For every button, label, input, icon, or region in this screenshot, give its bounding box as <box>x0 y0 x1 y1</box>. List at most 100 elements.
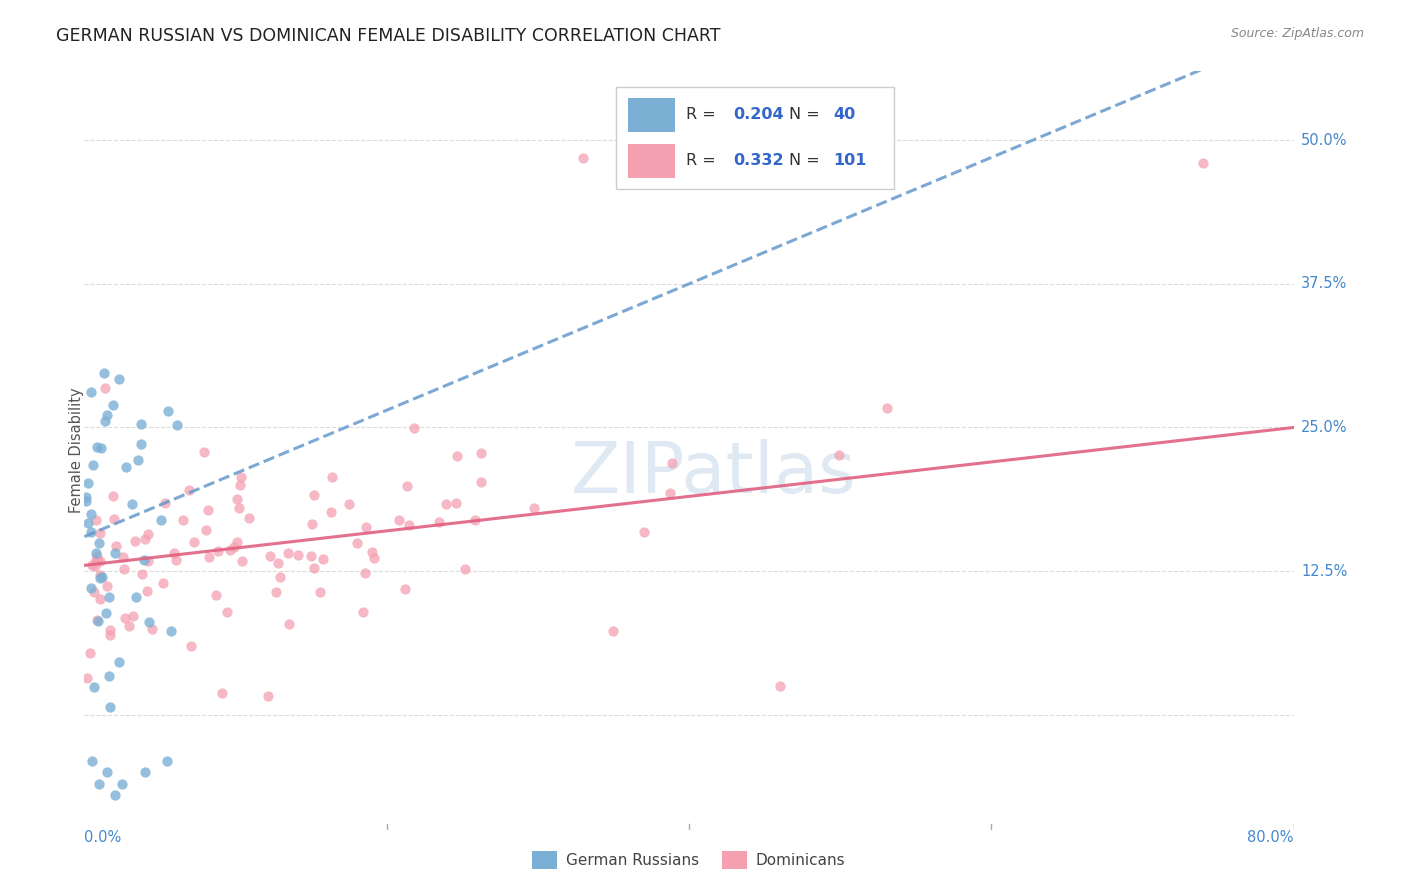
Point <box>321 505 343 519</box>
Point <box>321 469 343 483</box>
Point <box>238 510 260 524</box>
Point <box>89 776 111 790</box>
Point <box>100 623 122 637</box>
Point <box>205 588 228 602</box>
Point <box>259 549 281 563</box>
Point <box>75 493 97 508</box>
Point <box>75 490 97 504</box>
Point <box>658 486 681 500</box>
Point <box>231 470 253 484</box>
Point <box>434 497 457 511</box>
Point <box>89 554 111 568</box>
Point <box>89 591 111 606</box>
Point <box>104 545 127 559</box>
Point <box>76 516 98 530</box>
Point <box>172 513 194 527</box>
Point <box>96 579 118 593</box>
Point <box>89 570 111 584</box>
Point <box>89 567 111 582</box>
Point <box>129 437 152 451</box>
Point <box>427 516 450 530</box>
Point <box>257 689 280 703</box>
Point <box>396 479 419 493</box>
Point <box>87 614 110 628</box>
Point <box>352 605 374 619</box>
Point <box>90 442 112 456</box>
Point <box>217 606 239 620</box>
Point <box>149 513 172 527</box>
Point <box>211 686 233 700</box>
Point <box>602 624 624 639</box>
Point <box>108 655 131 669</box>
Point <box>87 536 110 550</box>
Point <box>299 549 322 563</box>
Text: 80.0%: 80.0% <box>1247 830 1294 845</box>
Point <box>111 550 134 565</box>
Point <box>83 680 105 694</box>
Point <box>361 545 384 559</box>
Point <box>79 646 101 660</box>
Point <box>309 584 332 599</box>
Point <box>197 503 219 517</box>
Point <box>353 566 375 581</box>
Point <box>125 591 148 605</box>
Point <box>80 558 103 573</box>
Point <box>160 624 183 638</box>
Point <box>194 523 217 537</box>
Point <box>828 448 851 462</box>
Point <box>80 507 103 521</box>
Point <box>124 534 146 549</box>
Point <box>222 540 245 554</box>
Text: ZIPatlas: ZIPatlas <box>571 439 856 508</box>
Point <box>86 440 108 454</box>
Point <box>166 418 188 433</box>
Point <box>83 558 105 573</box>
Point <box>134 533 156 547</box>
Text: Source: ZipAtlas.com: Source: ZipAtlas.com <box>1230 27 1364 40</box>
Point <box>180 639 202 653</box>
Point <box>346 536 368 550</box>
Point <box>388 513 411 527</box>
Point <box>84 553 107 567</box>
Point <box>394 582 416 596</box>
Text: 25.0%: 25.0% <box>1301 420 1347 435</box>
Point <box>156 754 179 768</box>
Point <box>91 570 114 584</box>
Point <box>444 496 467 510</box>
Point <box>115 460 138 475</box>
Point <box>80 524 103 539</box>
Point <box>76 671 98 685</box>
Point <box>267 556 290 570</box>
Point <box>229 478 252 492</box>
Point <box>134 553 156 567</box>
Point <box>193 445 215 459</box>
Point <box>141 622 163 636</box>
Point <box>404 421 426 435</box>
Point <box>86 549 108 563</box>
Point <box>153 496 176 510</box>
Point <box>104 788 127 802</box>
Point <box>876 401 898 415</box>
Point <box>104 540 127 554</box>
Point <box>84 546 107 560</box>
Point <box>464 513 486 527</box>
Point <box>83 585 105 599</box>
Point <box>138 615 160 629</box>
Point <box>93 366 115 380</box>
Point <box>76 476 98 491</box>
Legend: German Russians, Dominicans: German Russians, Dominicans <box>526 845 852 875</box>
Point <box>111 776 134 790</box>
Point <box>231 554 253 568</box>
Point <box>287 548 309 562</box>
Point <box>80 581 103 595</box>
Point <box>769 679 792 693</box>
Point <box>112 562 135 576</box>
Point <box>356 520 378 534</box>
Point <box>264 585 287 599</box>
Point <box>103 398 125 412</box>
Point <box>312 552 335 566</box>
Point <box>96 765 118 780</box>
Point <box>108 372 131 386</box>
Point <box>97 669 120 683</box>
Point <box>138 554 160 568</box>
